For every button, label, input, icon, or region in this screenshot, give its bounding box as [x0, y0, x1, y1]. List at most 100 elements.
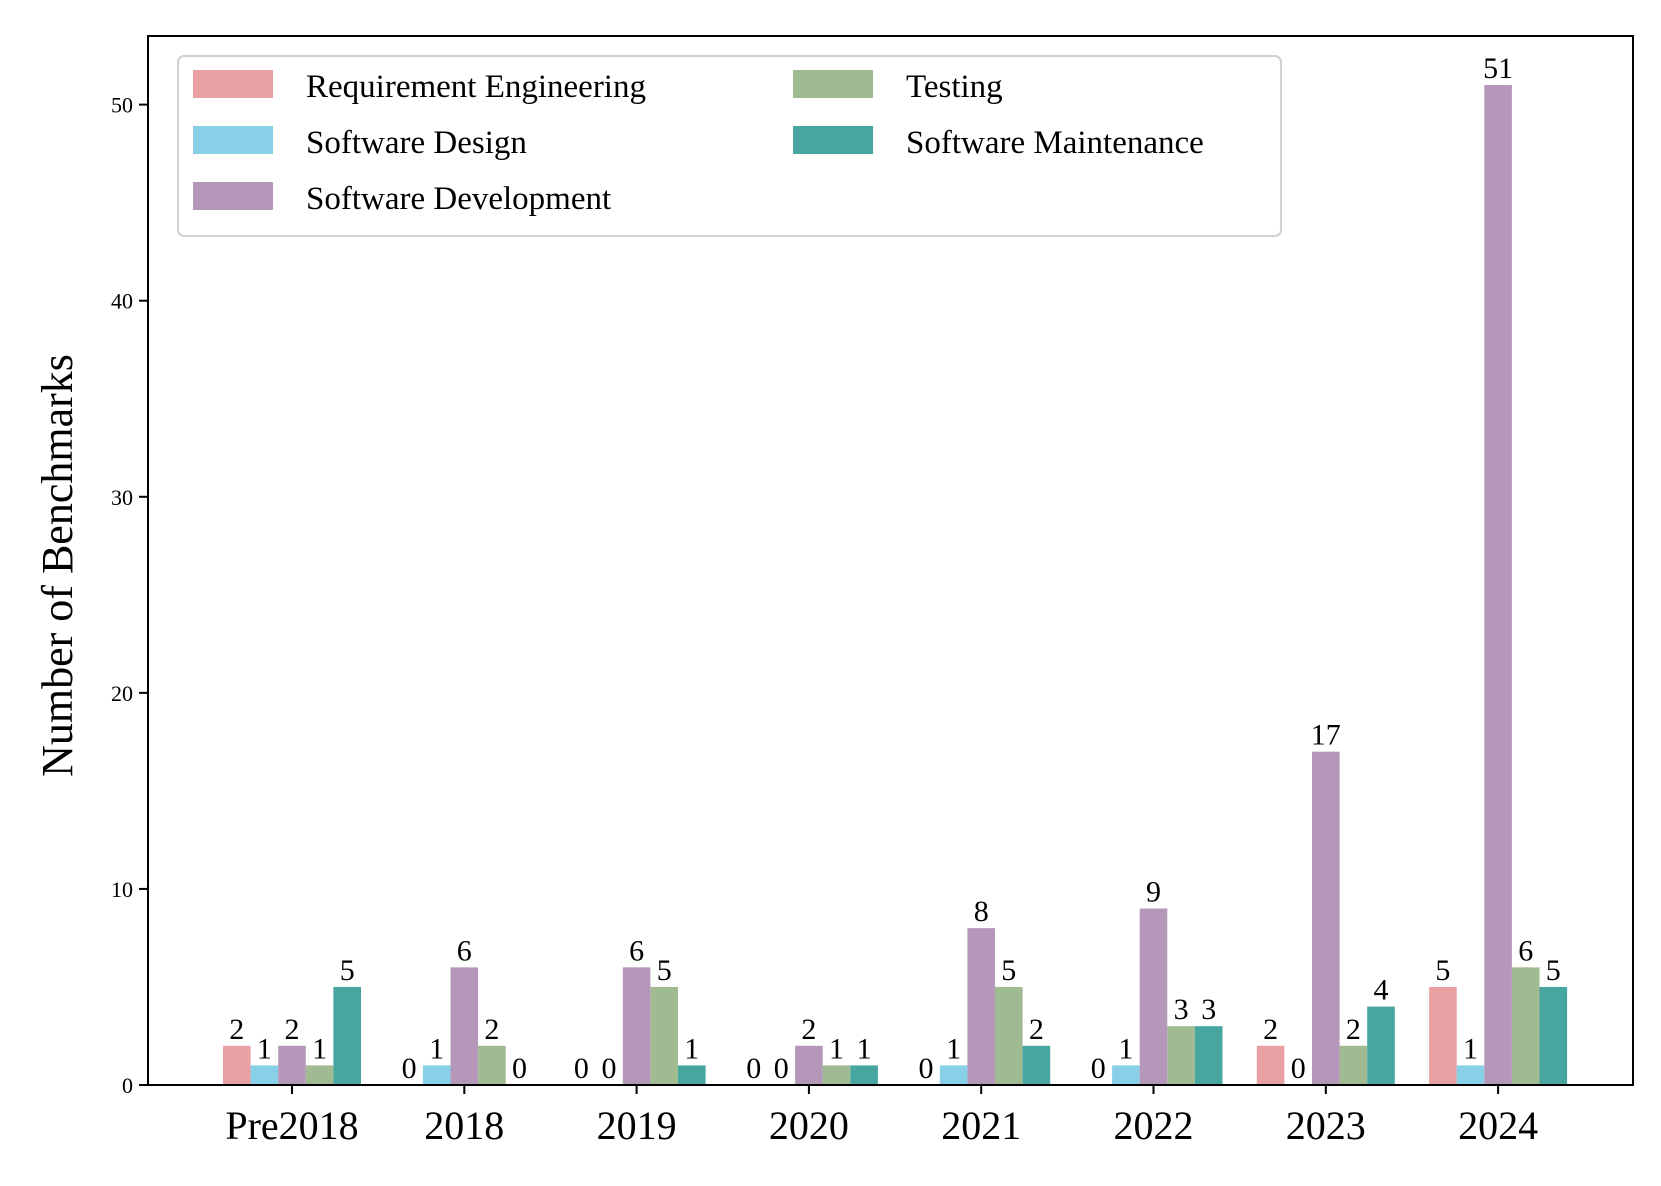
bar-software-maintenance-pre2018 [333, 986, 361, 1085]
bar-value-label: 3 [1174, 993, 1189, 1026]
bar-value-label: 2 [1346, 1013, 1361, 1046]
y-tick-label: 30 [111, 485, 133, 510]
x-tick-label: 2020 [769, 1103, 849, 1148]
bar-value-label: 0 [1091, 1052, 1106, 1085]
bar-value-label: 0 [746, 1052, 761, 1085]
y-axis-ticks: 0 10 20 30 40 50 [111, 93, 148, 1098]
bar-value-label: 6 [457, 934, 472, 967]
legend-label-testing: Testing [906, 69, 1003, 105]
bar-value-label: 6 [1518, 934, 1533, 967]
bar-software-maintenance-2022 [1194, 1026, 1223, 1085]
bar-value-label: 5 [340, 954, 355, 987]
bar-value-label: 5 [657, 954, 672, 987]
bar-testing-2023 [1339, 1045, 1368, 1085]
x-tick-label: Pre2018 [225, 1103, 358, 1148]
legend-label-requirement-engineering: Requirement Engineering [306, 69, 646, 105]
bar-software-development-2022 [1139, 908, 1168, 1085]
legend: Requirement Engineering Software Design So… [177, 55, 1282, 237]
bar-value-label: 1 [312, 1032, 327, 1065]
bar-value-label: 8 [974, 895, 989, 928]
bar-software-design-2022 [1112, 1065, 1140, 1085]
bar-software-design-2018 [422, 1065, 451, 1085]
bar-software-maintenance-2019 [678, 1065, 706, 1085]
bar-testing-pre2018 [305, 1065, 334, 1085]
legend-swatch-requirement-engineering [193, 70, 273, 98]
bar-value-label: 0 [1291, 1052, 1306, 1085]
x-tick-label: 2022 [1114, 1103, 1194, 1148]
bar-value-label: 2 [1029, 1013, 1044, 1046]
bar-testing-2019 [650, 986, 678, 1085]
bar-value-label: 2 [484, 1013, 499, 1046]
bar-software-design-2024 [1456, 1065, 1485, 1085]
bar-value-label: 0 [919, 1052, 934, 1085]
legend-frame [177, 55, 1282, 237]
x-tick-label: 2018 [424, 1103, 504, 1148]
bar-software-development-pre2018 [278, 1045, 306, 1085]
bar-software-development-2018 [450, 967, 479, 1085]
bar-software-maintenance-2021 [1022, 1045, 1051, 1085]
bar-requirement-engineering-pre2018 [223, 1045, 251, 1085]
bar-requirement-engineering-2023 [1256, 1045, 1285, 1085]
x-tick-label: 2024 [1458, 1103, 1538, 1148]
bar-value-label: 5 [1546, 954, 1561, 987]
bar-value-label: 0 [602, 1052, 617, 1085]
legend-swatch-software-development [193, 182, 273, 210]
legend-label-software-maintenance: Software Maintenance [906, 125, 1204, 161]
bar-testing-2022 [1167, 1026, 1195, 1085]
bar-software-maintenance-2024 [1539, 986, 1568, 1085]
legend-swatch-testing [793, 70, 873, 98]
bar-value-label: 4 [1374, 974, 1389, 1007]
bar-value-label: 17 [1311, 719, 1341, 752]
bar-value-label: 3 [1201, 993, 1216, 1026]
bar-value-label: 51 [1483, 52, 1513, 85]
legend-swatch-software-maintenance [793, 126, 873, 154]
x-axis-ticks: Pre2018 2018 2019 2020 2021 2022 2023 2024 [225, 1085, 1538, 1148]
bar-value-label: 5 [1435, 954, 1450, 987]
bar-value-label: 2 [1263, 1013, 1278, 1046]
bar-value-label: 1 [857, 1032, 872, 1065]
x-tick-label: 2021 [941, 1103, 1021, 1148]
y-tick-label: 10 [111, 877, 133, 902]
bar-software-design-2021 [939, 1065, 968, 1085]
bar-value-label: 0 [574, 1052, 589, 1085]
legend-label-software-development: Software Development [306, 181, 611, 217]
bar-software-development-2024 [1484, 85, 1512, 1086]
bar-testing-2018 [478, 1045, 506, 1085]
bar-value-label: 1 [829, 1032, 844, 1065]
bar-software-development-2019 [622, 967, 651, 1085]
bar-value-label: 2 [229, 1013, 244, 1046]
bar-software-development-2021 [967, 928, 995, 1085]
bar-value-label: 2 [801, 1013, 816, 1046]
bar-software-development-2023 [1312, 751, 1340, 1085]
bar-value-label: 0 [774, 1052, 789, 1085]
bar-value-label: 1 [684, 1032, 699, 1065]
bars-layer [223, 85, 1568, 1086]
x-tick-label: 2023 [1286, 1103, 1366, 1148]
plot-frame [147, 35, 1634, 1086]
bar-testing-2021 [995, 986, 1023, 1085]
bar-software-development-2020 [795, 1045, 823, 1085]
y-axis-label: Number of Benchmarks [33, 354, 82, 777]
bar-value-label: 1 [429, 1032, 444, 1065]
bar-testing-2024 [1511, 967, 1540, 1085]
y-tick-label: 40 [111, 289, 133, 314]
bar-value-label: 1 [1463, 1032, 1478, 1065]
y-tick-label: 0 [122, 1073, 133, 1098]
bar-software-maintenance-2023 [1367, 1006, 1395, 1085]
bar-value-label: 0 [402, 1052, 417, 1085]
bar-value-label: 1 [946, 1032, 961, 1065]
bar-value-label: 9 [1146, 876, 1161, 909]
y-tick-label: 50 [111, 93, 133, 118]
bar-requirement-engineering-2024 [1429, 986, 1457, 1085]
bar-software-design-pre2018 [250, 1065, 279, 1085]
bar-value-label: 1 [257, 1032, 272, 1065]
legend-label-software-design: Software Design [306, 125, 527, 161]
bar-value-label: 2 [285, 1013, 300, 1046]
bar-testing-2020 [822, 1065, 851, 1085]
bar-value-label: 0 [512, 1052, 527, 1085]
x-tick-label: 2019 [597, 1103, 677, 1148]
bar-value-label: 5 [1001, 954, 1016, 987]
